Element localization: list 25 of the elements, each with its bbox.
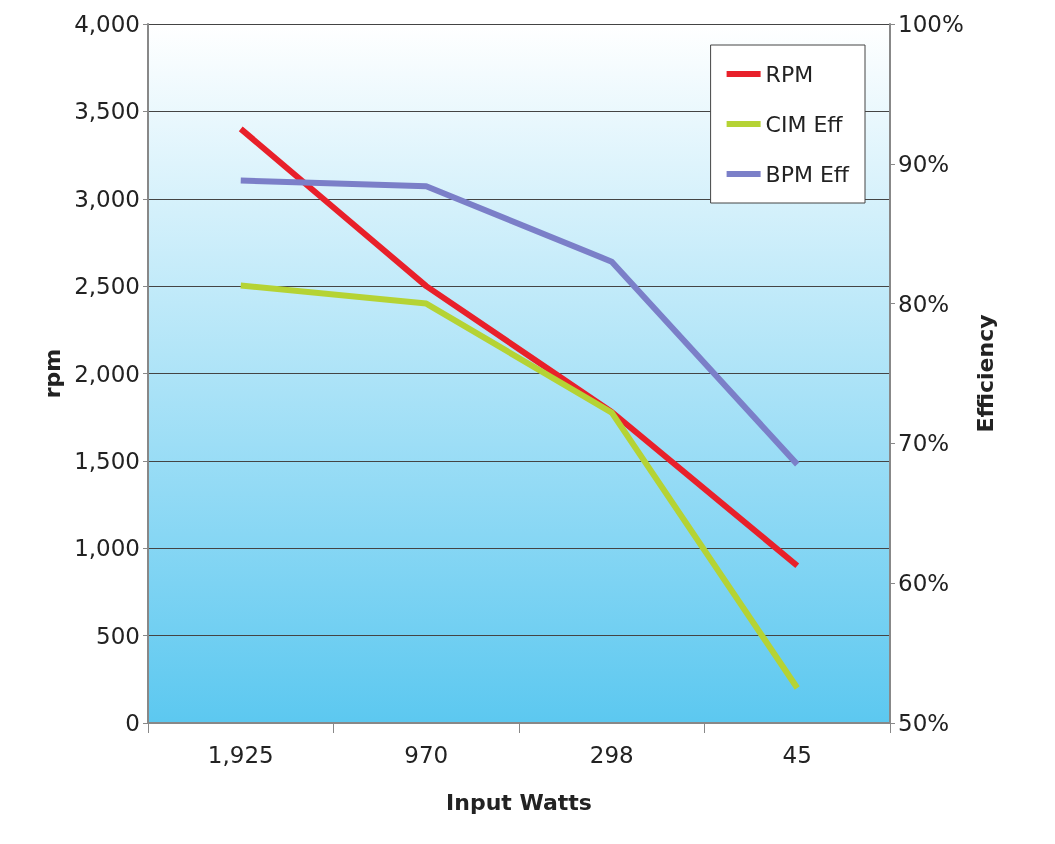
y-tick-label: 3,500 xyxy=(74,98,140,125)
y2-tick-label: 60% xyxy=(898,570,950,597)
y-tick-label: 4,000 xyxy=(74,11,140,37)
y-tick-label: 1,500 xyxy=(74,447,140,474)
x-tick-label: 45 xyxy=(782,741,812,768)
legend-label: CIM Eff xyxy=(765,111,844,137)
legend-label: RPM xyxy=(765,61,814,87)
legend-label: BPM Eff xyxy=(765,161,850,187)
y-tick-label: 2,000 xyxy=(74,360,140,387)
y-tick-label: 1,000 xyxy=(74,535,140,562)
x-tick-label: 298 xyxy=(589,741,634,768)
y-axis-title: rpm xyxy=(39,348,65,399)
x-tick-label: 1,925 xyxy=(207,741,274,768)
y2-tick-label: 80% xyxy=(898,290,950,317)
y-tick-label: 500 xyxy=(96,622,140,649)
y2-axis-title: Efficiency xyxy=(973,314,999,433)
y2-tick-label: 90% xyxy=(898,150,950,177)
x-tick-label: 970 xyxy=(404,741,449,768)
y2-tick-label: 50% xyxy=(898,710,950,736)
y-tick-label: 0 xyxy=(125,710,140,736)
y-tick-label: 2,500 xyxy=(74,273,140,300)
y2-tick-label: 100% xyxy=(898,11,964,37)
y-tick-label: 3,000 xyxy=(74,185,140,212)
y2-tick-label: 70% xyxy=(898,430,950,457)
x-axis-title: Input Watts xyxy=(446,789,592,815)
